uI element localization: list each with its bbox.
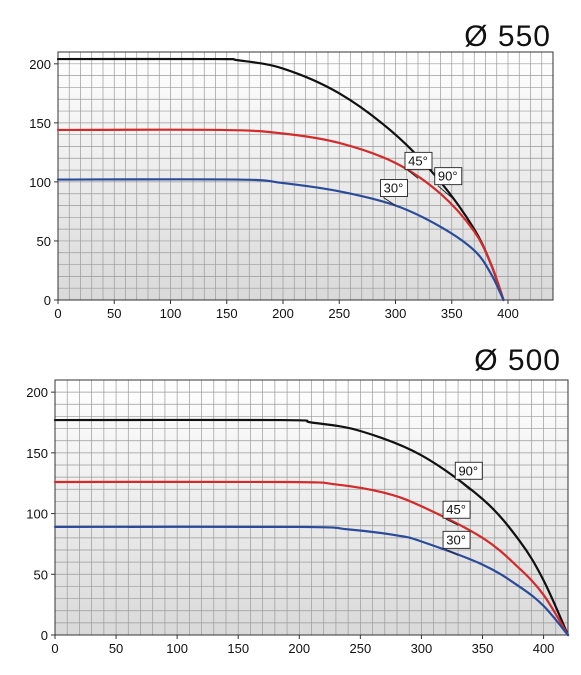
series-label-30deg: 30° <box>380 179 408 206</box>
svg-text:30°: 30° <box>384 181 404 196</box>
svg-text:30°: 30° <box>446 532 466 547</box>
x-tick-label: 300 <box>411 641 433 656</box>
series-label-90deg: 90° <box>454 461 483 491</box>
series-line-90deg <box>53 418 570 637</box>
x-tick-label: 350 <box>472 641 494 656</box>
chart-title: Ø 550 <box>464 20 551 53</box>
x-tick-label: 200 <box>272 306 294 321</box>
x-tick-label: 0 <box>51 641 58 656</box>
y-tick-label: 100 <box>26 507 48 522</box>
x-tick-label: 150 <box>227 641 249 656</box>
x-tick-label: 200 <box>288 641 310 656</box>
x-tick-label: 100 <box>166 641 188 656</box>
chart-550: 0 50 100 150 200 250 300 350 400 0 50 100 150 200 90° 4… <box>29 51 554 321</box>
series-line-45deg <box>56 128 505 302</box>
x-tick-label: 400 <box>533 641 555 656</box>
x-tick-label: 0 <box>54 306 61 321</box>
y-tick-label: 50 <box>34 567 48 582</box>
series-line-30deg <box>53 525 570 637</box>
chart-500: 0 50 100 150 200 250 300 350 400 0 50 100 150 200 90° 4… <box>26 379 570 656</box>
chart-panel-550: Ø 550 0 50 100 150 200 250 300 350 400 0 50 100 150 2… <box>0 0 581 330</box>
x-tick-label: 250 <box>350 641 372 656</box>
svg-text:90°: 90° <box>438 169 458 184</box>
series-label-30deg: 30° <box>442 530 471 556</box>
series-label-90deg: 90° <box>434 167 463 198</box>
plot-frame <box>57 51 554 301</box>
grid <box>54 379 569 636</box>
x-tick-label: 50 <box>107 306 121 321</box>
series-line-45deg <box>53 480 570 637</box>
y-tick-label: 0 <box>44 293 51 308</box>
plot-frame <box>54 379 569 636</box>
chart-panel-500: Ø 500 0 50 100 150 200 250 300 350 400 0 50 100 150 2… <box>0 338 581 675</box>
series-line-30deg <box>56 178 505 302</box>
x-tick-label: 150 <box>216 306 238 321</box>
y-tick-label: 100 <box>29 175 51 190</box>
grid <box>57 51 554 301</box>
y-tick-label: 200 <box>26 385 48 400</box>
y-tick-label: 50 <box>37 234 51 249</box>
x-tick-label: 300 <box>385 306 407 321</box>
svg-text:45°: 45° <box>408 153 428 168</box>
y-tick-label: 0 <box>41 628 48 643</box>
y-tick-label: 150 <box>26 446 48 461</box>
x-tick-label: 50 <box>109 641 123 656</box>
svg-text:45°: 45° <box>446 502 466 517</box>
chart-title: Ø 500 <box>474 344 561 377</box>
svg-text:90°: 90° <box>458 463 478 478</box>
y-tick-label: 150 <box>29 116 51 131</box>
series-label-45deg: 45° <box>404 151 433 179</box>
x-tick-label: 350 <box>441 306 463 321</box>
x-tick-label: 250 <box>328 306 350 321</box>
y-tick-label: 200 <box>29 57 51 72</box>
x-tick-label: 400 <box>497 306 519 321</box>
series-label-45deg: 45° <box>442 500 471 526</box>
x-tick-label: 100 <box>160 306 182 321</box>
